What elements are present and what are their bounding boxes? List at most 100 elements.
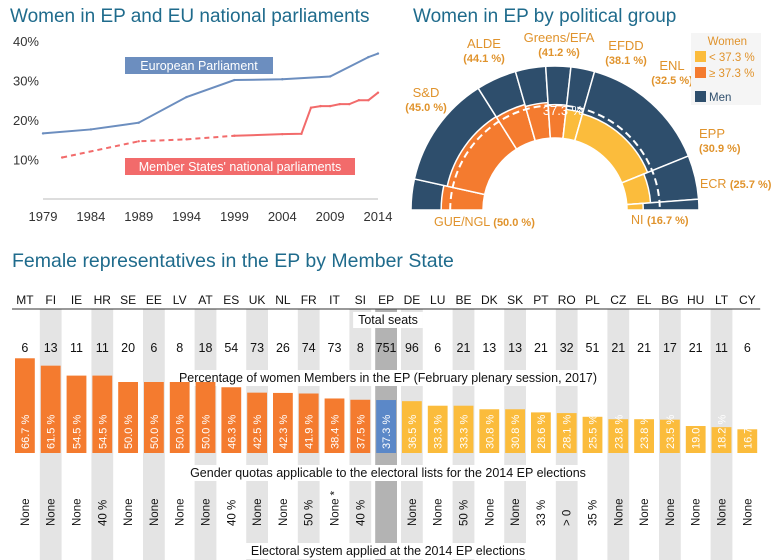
group-value: (41.2 %) — [538, 47, 580, 59]
country-code: IE — [71, 293, 82, 307]
bar-value-label: 16.7 % — [742, 415, 754, 449]
bar-value-label: 30.8 % — [510, 415, 522, 449]
bar-value-label: 37.5 % — [355, 415, 367, 449]
national-point — [357, 98, 361, 102]
seat-count: 6 — [150, 341, 157, 355]
x-tick-label: 1984 — [76, 209, 105, 224]
country-code: MT — [16, 293, 34, 307]
bar — [195, 382, 216, 453]
quota-value: None — [149, 499, 161, 527]
quota-value: None — [46, 499, 58, 527]
reference-label: 37.3 % — [543, 103, 584, 118]
bar-value-label: 46.3 % — [226, 415, 238, 449]
seat-count: 13 — [44, 341, 58, 355]
bar-value-label: 18.2 % — [717, 415, 729, 449]
group-label: ECR (25.7 %) — [700, 177, 772, 191]
group-label: GUE/NGL (50.0 %) — [434, 215, 535, 229]
national-point — [376, 91, 380, 94]
quota-value: None — [72, 499, 84, 527]
bar — [144, 382, 164, 453]
seat-count: 21 — [611, 341, 625, 355]
national-series-line — [234, 91, 379, 137]
group-name: ENL — [659, 58, 684, 73]
country-code: AT — [198, 293, 213, 307]
bar-value-label: 37.3 % — [381, 415, 393, 449]
ep-legend-box — [125, 57, 273, 74]
country-code: IT — [329, 293, 340, 307]
bar — [556, 413, 577, 453]
quota-value: None — [433, 499, 445, 527]
ep-point — [233, 78, 236, 82]
national-point — [60, 156, 64, 159]
group-value: (50.0 %) — [493, 217, 535, 229]
bar — [402, 401, 422, 453]
percentage-label: Percentage of women Members in the EP (F… — [179, 371, 597, 385]
bar-value-label: 36.5 % — [407, 415, 419, 449]
seat-count: 11 — [96, 341, 109, 355]
country-code: FI — [45, 293, 56, 307]
bar-value-label: 28.6 % — [536, 415, 548, 449]
quota-value: 35 % — [588, 500, 600, 526]
semi-chart-title: Women in EP by political group — [413, 6, 677, 27]
bar — [118, 382, 138, 453]
electoral-label-bg — [245, 543, 531, 559]
group-name: ECR — [700, 177, 730, 191]
table-chart-title: Female representatives in the EP by Memb… — [12, 250, 454, 272]
bar-value-label: 19.0 % — [691, 415, 703, 449]
country-code: EE — [146, 293, 162, 307]
y-tick-label: 20% — [13, 113, 39, 128]
ep-point — [367, 55, 370, 59]
seat-count: 21 — [534, 341, 548, 355]
x-tick-label: 2014 — [364, 209, 393, 224]
seat-count: 8 — [357, 341, 364, 355]
bar — [298, 393, 319, 453]
total-seats-label: Total seats — [358, 313, 418, 327]
bar-value-label: 25.5 % — [588, 415, 600, 449]
national-point — [367, 98, 370, 102]
y-tick-label: 30% — [13, 73, 39, 88]
ep-point — [281, 78, 284, 81]
seat-count: 6 — [434, 341, 441, 355]
legend-title: Women — [708, 36, 747, 48]
seat-count: 6 — [744, 341, 751, 355]
quota-value: 40 % — [226, 500, 238, 526]
bar — [169, 382, 190, 453]
seat-count: 21 — [457, 341, 471, 355]
national-point — [281, 132, 284, 136]
reference-arc — [449, 104, 661, 211]
country-code: NL — [275, 293, 291, 307]
group-value: (25.7 %) — [730, 179, 772, 191]
x-tick-label: 1994 — [172, 209, 201, 224]
national-point — [233, 134, 236, 137]
seat-count: 8 — [176, 341, 183, 355]
quota-value: None — [691, 499, 703, 527]
bar-value-label: 28.1 % — [562, 415, 574, 449]
bar — [92, 375, 113, 453]
bar — [324, 398, 345, 453]
national-point — [137, 140, 140, 143]
quota-value: None — [407, 499, 419, 527]
quota-value: 50 % — [304, 500, 316, 526]
bar-value-label: 33.3 % — [433, 415, 445, 449]
country-code: UK — [249, 293, 266, 307]
national-point — [348, 102, 351, 106]
bar-value-label: 38.4 % — [330, 415, 342, 449]
group-name: GUE/NGL — [434, 215, 493, 229]
bar — [453, 405, 474, 453]
line-chart: 10% 20% 30% 40% 1979 1984 1989 1994 1999 2004 2009… — [13, 34, 393, 224]
bar-value-label: 50.0 % — [149, 415, 161, 449]
seat-count: 18 — [199, 341, 213, 355]
bar-value-label: 50.0 % — [175, 415, 187, 449]
country-code: LU — [430, 293, 445, 307]
legend-below-label: < 37.3 % — [709, 52, 755, 64]
quota-value: None — [742, 499, 754, 527]
ep-point — [185, 95, 188, 99]
bar — [66, 375, 87, 453]
seat-count: 751 — [376, 341, 397, 355]
national-series-dashed — [61, 134, 235, 159]
bar — [479, 409, 500, 453]
x-tick-label: 1999 — [220, 209, 249, 224]
group-value: (32.5 %) — [651, 75, 693, 87]
legend-men-label: Men — [709, 92, 731, 104]
country-code: SK — [507, 293, 523, 307]
